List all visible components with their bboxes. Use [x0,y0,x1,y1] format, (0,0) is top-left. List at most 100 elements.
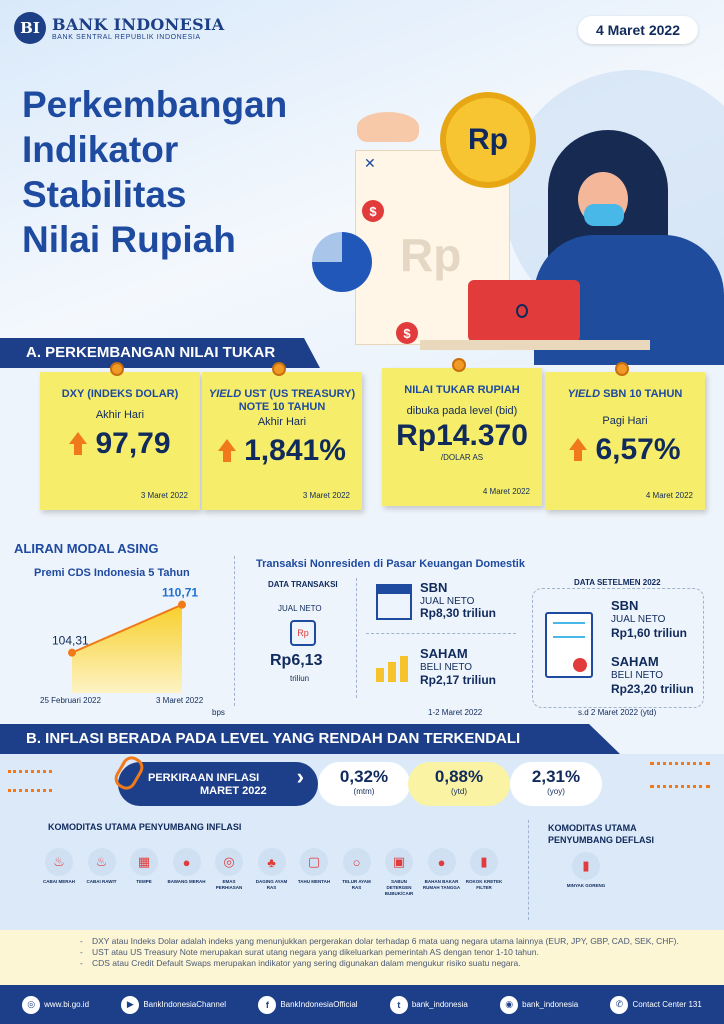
card-value: 6,57% [595,433,681,466]
title-line-4: Nilai Rupiah [22,219,236,260]
inflation-commodity: ○ TELUR AYAM RAS [338,848,376,891]
settlement-sbn-action: JUAL NETO [611,614,666,625]
rupiah-card: NILAI TUKAR RUPIAH dibuka pada level (bi… [382,358,542,506]
card-value: 1,841% [244,434,346,467]
dollar-icon: $ [396,322,418,344]
cds-point-end [178,600,186,609]
inflation-ytd: 0,88% (ytd) [408,762,510,806]
youtube-icon: ▶ [121,995,140,1014]
footer-twitter[interactable]: t bank_indonesia [389,995,468,1014]
phone-icon: ✆ [610,995,629,1014]
chevron-right-icon: › [296,764,304,789]
footer-website[interactable]: ◎ www.bi.go.id [22,995,89,1014]
bank-building-icon [376,584,412,620]
laptop-icon [468,280,580,342]
pin-icon [110,362,124,376]
document-icon [545,612,593,678]
inflation-commodity: ▮ ROKOK KRETEK FILTER [465,848,503,891]
settlement-saham-label: SAHAM [611,654,659,669]
footnote-cds: CDS atau Credit Default Swaps merupakan … [80,958,700,969]
bank-name: BANK INDONESIA [52,15,225,34]
title-line-3: Stabilitas [22,174,187,215]
envelope-wing-icon [357,112,419,142]
cds-chart: 104,31 110,71 [52,586,198,693]
inflation-estimate-pill: PERKIRAAN INFLASI MARET 2022 › [118,762,318,806]
bank-logo[interactable]: BI BANK INDONESIA BANK SENTRAL REPUBLIK … [14,12,224,44]
up-arrow-icon [69,432,88,455]
divider [366,633,516,634]
bank-tagline: BANK SENTRAL REPUBLIK INDONESIA [52,34,201,41]
inflation-commodity: ● BAWANG MERAH [168,848,206,885]
pie-chart-icon [312,232,372,292]
ust-card: YIELD UST (US TREASURY) NOTE 10 TAHUN Ak… [202,362,362,510]
divider [234,556,235,706]
settlement-box [532,588,704,708]
inflation-yoy: 2,31% (yoy) [510,762,602,806]
decorative-dots [650,762,710,788]
footer-contact[interactable]: ✆ Contact Center 131 [610,995,702,1014]
card-date: 4 Maret 2022 [645,491,693,500]
cooking-oil-icon: ▮ [572,852,600,880]
card-unit: /DOLAR AS [440,453,484,462]
commodity-label: DAGING AYAM RAS [255,879,288,890]
card-value: 97,79 [95,427,171,460]
cds-date-start: 25 Februari 2022 [40,696,101,705]
sbn-card: YIELD SBN 10 TAHUN Pagi Hari 6,57% 4 Mar… [545,362,705,510]
settlement-saham-action: BELI NETO [611,670,664,681]
footer-youtube[interactable]: ▶ BankIndonesiaChannel [121,995,226,1014]
commodity-label: TEMPE [136,879,152,884]
pin-icon [615,362,629,376]
card-subtitle: Akhir Hari [257,416,307,428]
up-arrow-icon [569,438,588,461]
card-title: YIELD SBN 10 TAHUN [567,388,683,400]
commodity-icon: ◎ [215,848,243,876]
inflation-commodities-title: KOMODITAS UTAMA PENYUMBANG INFLASI [48,822,242,832]
commodity-icon: ▮ [470,848,498,876]
inflation-mtm: 0,32% (mtm) [318,762,410,806]
cds-title: Premi CDS Indonesia 5 Tahun [34,567,190,579]
sbn-label: SBN [420,580,448,595]
up-arrow-icon [218,439,237,462]
total-value: Rp6,13 [270,652,323,669]
cds-value-end: 110,71 [162,586,198,600]
commodity-label: CABAI MERAH [43,879,75,884]
commodity-label: SABUN DETERGEN BUBUK/CAIR [384,879,414,896]
inflation-commodity: ▦ TEMPE [125,848,163,885]
inflation-commodity: ▢ TAHU MENTAH [295,848,333,885]
facebook-icon: f [258,995,277,1014]
nonresident-title: Transaksi Nonresiden di Pasar Keuangan D… [256,558,525,570]
section-b-banner: B. INFLASI BERADA PADA LEVEL YANG RENDAH… [0,724,620,754]
commodity-label: EMAS PERHIASAN [215,879,243,890]
card-title: DXY (INDEKS DOLAR) [61,388,179,400]
card-date: 4 Maret 2022 [482,487,530,496]
card-title: YIELD UST (US TREASURY) NOTE 10 TAHUN [208,388,356,413]
commodity-label: ROKOK KRETEK FILTER [465,879,503,890]
cds-line [71,603,183,654]
settlement-label: DATA SETELMEN 2022 [570,578,665,587]
inflation-commodity: ♨ CABAI RAWIT [83,848,121,885]
date-badge: 4 Maret 2022 [577,16,698,44]
capital-flow-title: ALIRAN MODAL ASING [14,541,159,556]
footnote-ust: UST atau US Treasury Note merupakan sura… [80,947,700,958]
card-subtitle: Akhir Hari [95,409,145,421]
commodity-icon: ● [427,848,456,876]
card-subtitle: Pagi Hari [602,415,648,427]
divider [528,820,529,920]
card-title: NILAI TUKAR RUPIAH [404,384,520,396]
card-subtitle: dibuka pada level (bid) [406,405,518,417]
commodity-icon: ○ [342,848,371,876]
jual-neto-label: JUAL NETO [278,604,322,613]
commodity-icon: ● [172,848,201,876]
footer-instagram[interactable]: ◉ bank_indonesia [500,995,578,1014]
footnote-dxy: DXY atau Indeks Dolar adalah indeks yang… [80,936,700,947]
cds-point-start [68,648,76,657]
title-line-2: Indikator [22,129,179,170]
pin-icon [452,358,466,372]
cds-unit: bps [212,708,225,717]
commodity-icon: ▦ [130,848,158,876]
cds-value-start: 104,31 [52,634,89,648]
footer-facebook[interactable]: f BankIndonesiaOfficial [258,995,358,1014]
deflation-commodity: ▮ MINYAK GORENG [558,852,614,889]
inflation-commodity: ♣ DAGING AYAM RAS [253,848,291,891]
close-icon: ✕ [364,155,376,171]
